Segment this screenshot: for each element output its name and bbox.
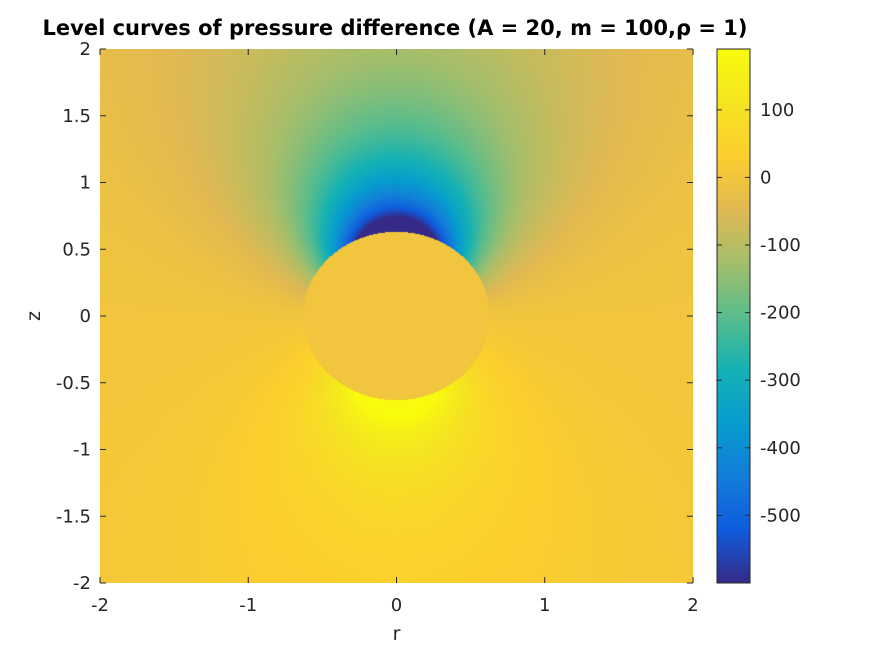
colorbar-tick-label: -300 — [760, 370, 801, 391]
y-tick-label: 2 — [80, 39, 91, 60]
x-tick-label: 1 — [539, 595, 550, 616]
heatmap-plot — [100, 49, 693, 583]
x-tick-label: -2 — [91, 595, 109, 616]
y-axis-label: z — [23, 311, 45, 321]
y-tick-label: -1 — [73, 440, 91, 461]
y-tick-label: 1.5 — [62, 106, 91, 127]
x-tick-label: 0 — [391, 595, 402, 616]
y-tick-label: -0.5 — [56, 373, 91, 394]
x-tick-label: 2 — [687, 595, 698, 616]
y-tick-label: 0 — [80, 306, 91, 327]
colorbar-tick-label: 100 — [760, 100, 794, 121]
colorbar-tick-label: -200 — [760, 303, 801, 324]
x-axis-label: r — [393, 623, 401, 645]
colorbar-frame — [716, 48, 751, 584]
y-tick-label: 1 — [80, 173, 91, 194]
y-tick-label: -2 — [73, 573, 91, 594]
y-tick-label: -1.5 — [56, 506, 91, 527]
colorbar-tick-label: -100 — [760, 235, 801, 256]
colorbar — [717, 49, 750, 583]
x-tick-label: -1 — [239, 595, 257, 616]
chart-title: Level curves of pressure difference (A =… — [42, 16, 748, 40]
y-tick-label: 0.5 — [62, 239, 91, 260]
colorbar-tick-label: -500 — [760, 505, 801, 526]
colorbar-tick-label: 0 — [760, 167, 771, 188]
colorbar-tick-label: -400 — [760, 438, 801, 459]
